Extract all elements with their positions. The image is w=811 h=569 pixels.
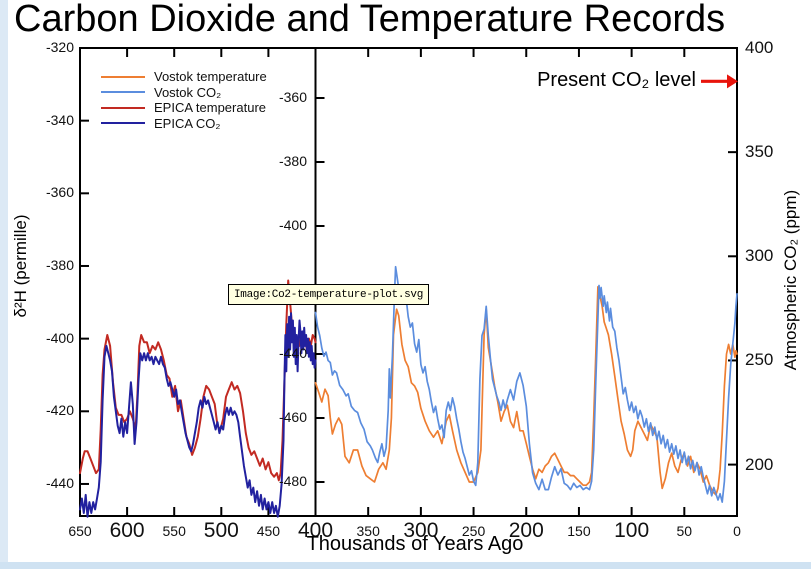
- y-left-tick-label: -400: [45, 329, 74, 346]
- x-tick-label: 50: [676, 523, 693, 539]
- y-left-tick-label: -420: [45, 402, 74, 419]
- y-right-tick-label: 300: [745, 246, 774, 266]
- y-right-tick-label: 200: [745, 454, 774, 474]
- y-right-axis-title: Atmospheric CO₂ (ppm): [781, 189, 800, 371]
- legend-item-vostok-co2: Vostok CO₂: [101, 85, 267, 101]
- legend-line-icon: [101, 75, 145, 78]
- legend-label: EPICA CO₂: [154, 115, 221, 131]
- y-left-tick-label: -340: [45, 111, 74, 128]
- legend-label: Vostok temperature: [154, 69, 267, 85]
- y-right-tick-label: 400: [745, 38, 774, 57]
- page-background-strip-bottom: [0, 562, 811, 569]
- page-title: Carbon Dioxide and Temperature Records: [14, 0, 726, 40]
- x-tick-label: 550: [162, 523, 186, 539]
- x-tick-label: 350: [356, 523, 380, 539]
- y-inner-tick-label: -380: [278, 153, 307, 169]
- series-epica-temperature: [79, 279, 317, 482]
- y-left-tick-label: -320: [45, 39, 74, 55]
- x-tick-label: 100: [614, 519, 650, 542]
- x-axis-title: Thousands of Years Ago: [306, 533, 524, 555]
- y-left-tick-label: -440: [45, 474, 74, 491]
- legend-label: EPICA temperature: [154, 100, 266, 116]
- x-tick-label: 500: [203, 519, 239, 542]
- x-tick-label: 250: [461, 523, 486, 539]
- x-tick-label: 600: [109, 519, 145, 542]
- x-tick-label: 200: [508, 519, 544, 542]
- y-inner-tick-label: -360: [278, 89, 307, 105]
- x-tick-label: 650: [68, 523, 92, 539]
- y-left-tick-label: -360: [45, 184, 74, 201]
- series-epica-co-: [79, 312, 317, 518]
- x-tick-label: 0: [733, 523, 741, 539]
- y-left-axis-title: δ²H (permille): [11, 214, 30, 318]
- legend: Vostok temperature Vostok CO₂ EPICA temp…: [101, 69, 267, 131]
- y-left-tick-label: -380: [45, 256, 74, 273]
- y-inner-tick-label: -400: [278, 217, 307, 233]
- legend-item-epica-temperature: EPICA temperature: [101, 100, 267, 116]
- y-inner-tick-label: -480: [278, 473, 307, 489]
- y-right-tick-label: 350: [745, 142, 774, 162]
- y-right-tick-label: 250: [745, 350, 774, 370]
- legend-line-icon: [101, 122, 145, 125]
- page-background-strip-left: [0, 0, 8, 569]
- legend-item-epica-co2: EPICA CO₂: [101, 116, 267, 132]
- legend-label: Vostok CO₂: [154, 84, 222, 100]
- x-tick-label: 150: [567, 523, 591, 539]
- y-inner-tick-label: -460: [278, 409, 307, 425]
- x-tick-label: 400: [297, 519, 334, 542]
- plot-border: [79, 47, 738, 517]
- y-inner-tick-label: -440: [278, 345, 307, 361]
- series-vostok-temperature: [314, 285, 738, 496]
- series-vostok-co-: [314, 265, 738, 503]
- legend-line-icon: [101, 91, 145, 94]
- legend-item-vostok-temperature: Vostok temperature: [101, 69, 267, 85]
- x-tick-label: 450: [256, 523, 281, 539]
- present-co2-annotation: Present CO₂ level: [537, 69, 696, 92]
- x-tick-label: 300: [403, 519, 439, 542]
- legend-line-icon: [101, 106, 145, 109]
- present-co2-arrow-head: [727, 74, 738, 89]
- image-hover-tooltip: Image:Co2-temperature-plot.svg: [228, 284, 430, 305]
